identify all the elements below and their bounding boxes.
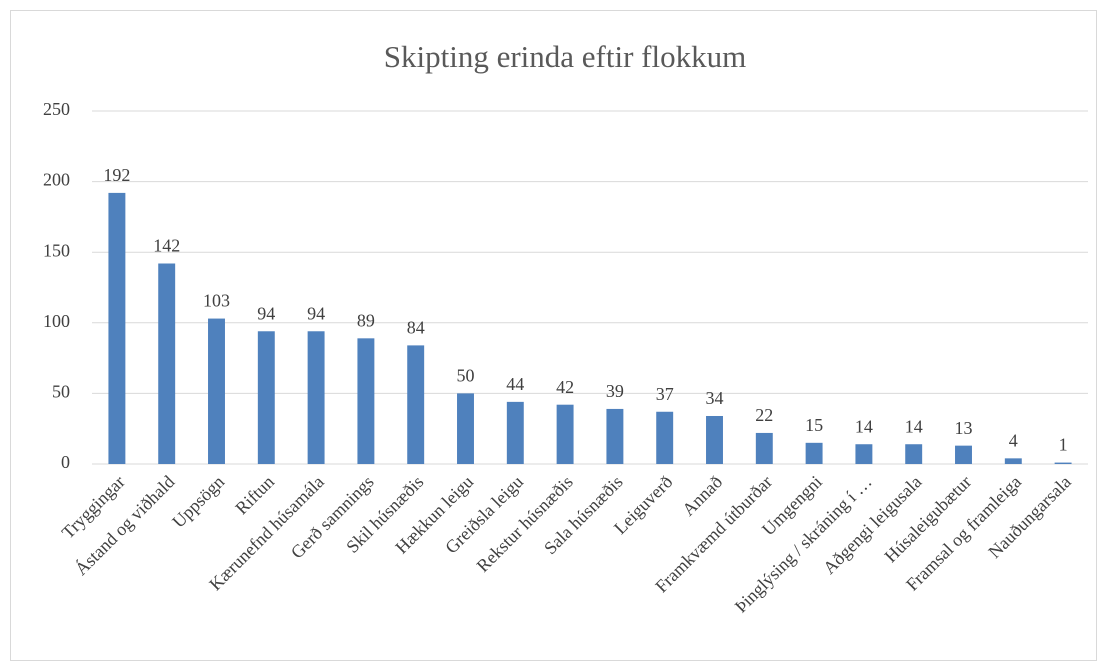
data-label: 50 bbox=[457, 366, 475, 386]
data-label: 94 bbox=[257, 303, 275, 323]
data-label: 1 bbox=[1059, 435, 1068, 455]
y-tick-label: 250 bbox=[43, 99, 70, 119]
data-label: 34 bbox=[706, 388, 724, 408]
bar bbox=[457, 393, 474, 464]
data-label: 15 bbox=[805, 415, 823, 435]
y-tick-label: 50 bbox=[52, 382, 70, 402]
bar bbox=[1004, 458, 1022, 464]
bar bbox=[755, 432, 773, 464]
bar bbox=[257, 331, 275, 464]
data-label: 39 bbox=[606, 381, 624, 401]
data-label: 37 bbox=[656, 384, 674, 404]
bar bbox=[357, 338, 375, 464]
bar bbox=[706, 415, 723, 464]
data-label: 142 bbox=[153, 236, 180, 256]
bar bbox=[606, 408, 624, 464]
bar bbox=[307, 331, 325, 464]
data-label: 103 bbox=[203, 291, 230, 311]
bar bbox=[805, 442, 823, 464]
bar bbox=[407, 345, 425, 464]
bar bbox=[506, 401, 524, 464]
y-tick-label: 150 bbox=[43, 240, 70, 260]
data-label: 4 bbox=[1009, 430, 1018, 450]
data-label: 89 bbox=[357, 310, 375, 330]
bar bbox=[108, 192, 126, 464]
bar bbox=[158, 263, 176, 464]
bar bbox=[656, 411, 674, 464]
data-label: 42 bbox=[556, 377, 574, 397]
data-label: 84 bbox=[407, 318, 425, 338]
y-tick-label: 0 bbox=[61, 452, 70, 472]
chart-title: Skipting erinda eftir flokkum bbox=[384, 39, 746, 74]
data-label: 14 bbox=[905, 416, 923, 436]
y-tick-label: 100 bbox=[43, 311, 70, 331]
data-label: 13 bbox=[955, 418, 973, 438]
data-label: 22 bbox=[755, 405, 773, 425]
data-label: 192 bbox=[103, 165, 130, 185]
bar bbox=[855, 444, 873, 464]
chart-border bbox=[10, 10, 1097, 661]
bar bbox=[1054, 462, 1072, 464]
bar bbox=[556, 404, 574, 464]
data-label: 94 bbox=[307, 303, 325, 323]
bar bbox=[208, 318, 225, 464]
data-label: 44 bbox=[506, 374, 524, 394]
data-label: 14 bbox=[855, 416, 873, 436]
y-tick-label: 200 bbox=[43, 170, 70, 190]
bar bbox=[955, 445, 972, 464]
bar bbox=[905, 444, 923, 464]
